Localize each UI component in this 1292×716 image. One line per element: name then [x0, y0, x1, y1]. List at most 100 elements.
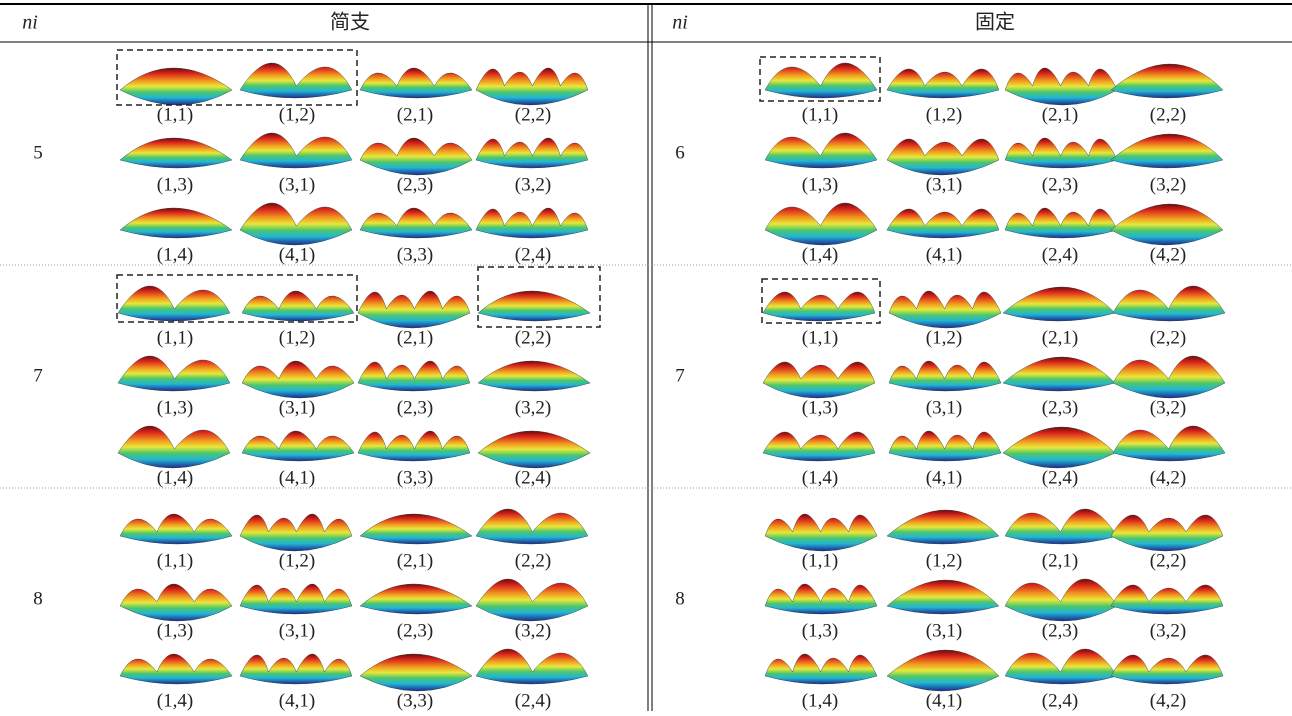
surface-shape [1110, 426, 1226, 461]
mode-surface [239, 584, 354, 614]
ni-value: 8 [675, 588, 685, 609]
ni-value: 8 [33, 588, 43, 609]
surface-shape [762, 63, 878, 98]
mode-surface [762, 432, 877, 461]
mode-label: (1,2) [279, 327, 315, 348]
surface-shape [238, 514, 354, 551]
mode-surface [118, 584, 234, 621]
mode-label: (1,2) [279, 550, 315, 571]
mode-label: (2,2) [1150, 327, 1186, 348]
mode-label: (1,4) [157, 244, 193, 265]
mode-label: (2,2) [515, 104, 551, 125]
mode-label: (2,3) [1042, 620, 1078, 641]
mode-label: (1,1) [157, 550, 193, 571]
surface-shape [1002, 357, 1118, 391]
surface-shape [763, 514, 879, 551]
mode-label: (1,3) [802, 397, 838, 418]
mode-surface [239, 133, 355, 168]
mode-surface [118, 138, 233, 168]
mode-surface [240, 291, 355, 321]
mode-surface [239, 63, 355, 98]
mode-label: (1,3) [802, 620, 838, 641]
mode-label: (1,1) [802, 550, 838, 571]
mode-surface [1002, 579, 1118, 621]
surface-shape [239, 584, 354, 614]
mode-surface [762, 203, 878, 245]
surface-shape [476, 291, 591, 321]
surface-shape [475, 509, 591, 544]
surface-shape [762, 203, 878, 245]
mode-surface [762, 292, 877, 321]
mode-label: (2,2) [1150, 104, 1186, 125]
mode-table: ni 简支 ni 固定 56(1,1)(1,2)(2,1)(2,2)(1,3)(… [0, 0, 1292, 711]
surface-shape [885, 139, 1001, 175]
mode-label: (2,1) [1042, 327, 1078, 348]
mode-label: (2,1) [397, 550, 433, 571]
mode-surface [761, 362, 877, 398]
mode-surface [1110, 655, 1225, 684]
surface-shape [887, 431, 1002, 461]
surface-shape [886, 209, 1001, 238]
mode-surface [117, 286, 233, 321]
mode-surface [885, 139, 1001, 175]
mode-label: (1,1) [802, 327, 838, 348]
mode-label: (1,1) [157, 104, 193, 125]
mode-label: (1,3) [157, 397, 193, 418]
mode-surface [762, 133, 878, 168]
surface-shape [118, 584, 234, 621]
mode-surface [240, 361, 356, 398]
surface-shape [1109, 515, 1225, 551]
mode-surface [886, 510, 1002, 544]
surface-shape [240, 431, 355, 461]
surface-shape [358, 654, 474, 691]
mode-surface [1110, 64, 1226, 98]
surface-shape [474, 579, 590, 621]
surface-shape [356, 291, 472, 328]
surface-shape [762, 432, 877, 461]
mode-label: (2,4) [1042, 467, 1078, 488]
surface-shape [475, 649, 591, 684]
surface-shape [240, 291, 355, 321]
mode-label: (2,2) [515, 550, 551, 571]
surface-shape [762, 133, 878, 168]
mode-surface [474, 579, 590, 621]
mode-label: (2,3) [397, 174, 433, 195]
surface-shape [357, 361, 472, 391]
mode-surface [886, 69, 1001, 98]
mode-label: (1,2) [926, 550, 962, 571]
surface-shape [886, 69, 1001, 98]
surface-shape [358, 584, 473, 614]
surface-shape [762, 292, 877, 321]
mode-label: (3,1) [279, 174, 315, 195]
surface-shape [118, 514, 233, 544]
mode-label: (3,2) [515, 397, 551, 418]
mode-label: (2,3) [1042, 397, 1078, 418]
mode-label: (2,3) [1042, 174, 1078, 195]
surface-shape [118, 654, 233, 684]
mode-label: (1,4) [157, 467, 193, 488]
mode-label: (3,1) [279, 620, 315, 641]
mode-surface [475, 649, 591, 684]
mode-surface [885, 650, 1001, 691]
mode-surface [476, 431, 592, 468]
mode-surface [475, 138, 590, 168]
surface-shape [475, 138, 590, 168]
surface-shape [885, 650, 1001, 691]
mode-label: (4,1) [279, 467, 315, 488]
mode-label: (4,2) [1150, 467, 1186, 488]
mode-label: (3,3) [397, 690, 433, 711]
surface-shape [117, 286, 233, 321]
mode-label: (2,2) [1150, 550, 1186, 571]
mode-surface [762, 63, 878, 98]
surface-shape [475, 208, 590, 238]
mode-label: (2,1) [397, 327, 433, 348]
mode-surface [474, 68, 590, 105]
surface-shape [358, 514, 473, 544]
mode-label: (3,1) [926, 397, 962, 418]
mode-surface [357, 361, 472, 391]
mode-surface [1109, 204, 1225, 245]
surface-shape [118, 208, 233, 238]
mode-surface [1003, 138, 1118, 168]
header-title: 固定 [975, 11, 1015, 34]
surface-shape [238, 203, 354, 245]
